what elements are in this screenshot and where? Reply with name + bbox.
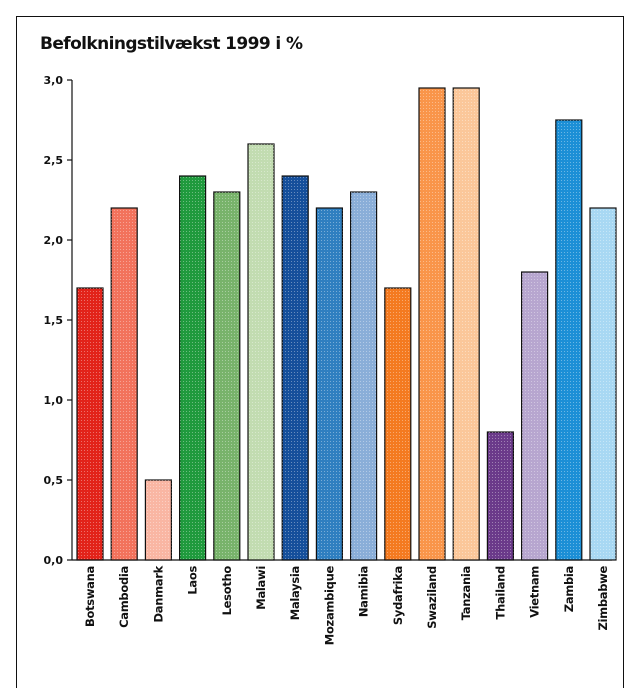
y-tick-label: 0,0 bbox=[44, 554, 64, 567]
y-tick-label: 2,0 bbox=[44, 234, 64, 247]
y-tick-label: 1,5 bbox=[44, 314, 64, 327]
labels-layer: Botswana Cambodia Danmark Laos Lesotho Malawi… bbox=[83, 565, 610, 645]
category-label: Malawi bbox=[254, 566, 268, 610]
category-label: Botswana bbox=[83, 566, 97, 627]
category-label: Lesotho bbox=[220, 566, 234, 616]
category-label: Namibia bbox=[357, 566, 371, 617]
bar-texture bbox=[282, 176, 309, 560]
category-label: Zimbabwe bbox=[596, 566, 610, 631]
y-tick-label: 2,5 bbox=[44, 154, 64, 167]
bars-layer bbox=[76, 87, 617, 561]
category-label: Laos bbox=[186, 566, 200, 595]
category-label: Swaziland bbox=[425, 566, 439, 629]
bar-texture bbox=[590, 208, 616, 560]
bar-texture bbox=[350, 192, 377, 560]
bar-texture bbox=[248, 144, 274, 560]
bar-texture bbox=[111, 208, 138, 560]
axis-layer: 3,0 2,5 2,0 1,5 1,0 0,5 0,0 bbox=[44, 74, 612, 567]
bar-texture bbox=[521, 272, 548, 560]
bar-texture bbox=[453, 88, 480, 560]
bar-texture bbox=[145, 480, 172, 560]
category-label: Cambodia bbox=[117, 566, 131, 628]
category-label: Zambia bbox=[562, 566, 576, 612]
bar-texture bbox=[316, 208, 343, 560]
bar-texture bbox=[555, 120, 582, 560]
category-label: Malaysia bbox=[288, 566, 302, 620]
y-tick-label: 3,0 bbox=[44, 74, 64, 87]
category-label: Vietnam bbox=[528, 566, 542, 618]
category-label: Tanzania bbox=[459, 566, 473, 620]
bar-texture bbox=[384, 288, 411, 560]
category-label: Mozambique bbox=[322, 566, 336, 646]
y-tick-label: 1,0 bbox=[44, 394, 64, 407]
category-label: Sydafrika bbox=[391, 566, 405, 625]
bar-texture bbox=[213, 192, 240, 560]
bar-texture bbox=[77, 288, 103, 560]
bar-texture bbox=[179, 176, 206, 560]
category-label: Thailand bbox=[493, 566, 507, 620]
bar-texture bbox=[487, 432, 514, 560]
bar-texture bbox=[419, 88, 445, 560]
y-tick-label: 0,5 bbox=[44, 474, 64, 487]
chart-title: Befolkningstilvækst 1999 i % bbox=[40, 34, 303, 54]
category-label: Danmark bbox=[151, 565, 165, 622]
